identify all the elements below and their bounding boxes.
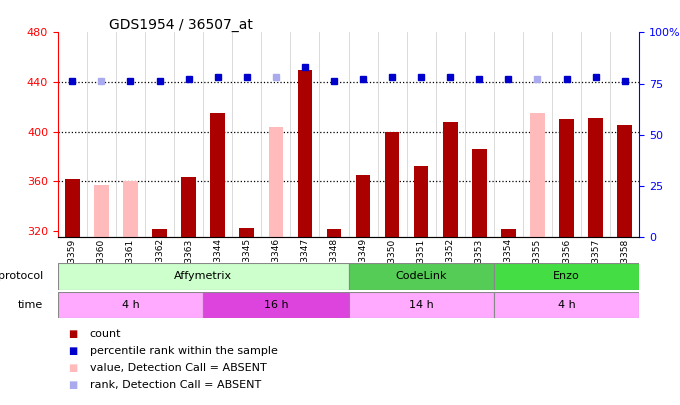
Text: time: time: [18, 300, 44, 310]
Bar: [494, 292, 639, 318]
Text: CodeLink: CodeLink: [396, 271, 447, 281]
Text: ■: ■: [68, 346, 78, 356]
Bar: [501, 230, 515, 237]
Bar: [65, 179, 80, 237]
Text: 4 h: 4 h: [122, 300, 139, 310]
Bar: [617, 126, 632, 237]
Bar: [94, 185, 109, 237]
Bar: [269, 127, 283, 237]
Bar: [472, 149, 487, 237]
Text: ■: ■: [68, 363, 78, 373]
Bar: [203, 292, 348, 318]
Bar: [298, 70, 312, 237]
Bar: [588, 118, 603, 237]
Text: count: count: [90, 329, 121, 339]
Bar: [443, 122, 458, 237]
Bar: [559, 119, 574, 237]
Bar: [326, 230, 341, 237]
Bar: [58, 263, 348, 290]
Bar: [58, 292, 203, 318]
Bar: [239, 228, 254, 237]
Text: 14 h: 14 h: [409, 300, 434, 310]
Text: protocol: protocol: [0, 271, 44, 281]
Text: 16 h: 16 h: [264, 300, 288, 310]
Text: percentile rank within the sample: percentile rank within the sample: [90, 346, 277, 356]
Bar: [210, 113, 225, 237]
Bar: [348, 263, 494, 290]
Text: GDS1954 / 36507_at: GDS1954 / 36507_at: [109, 18, 253, 32]
Text: ■: ■: [68, 380, 78, 390]
Text: ■: ■: [68, 329, 78, 339]
Bar: [414, 166, 428, 237]
Bar: [348, 292, 494, 318]
Bar: [356, 175, 371, 237]
Bar: [385, 132, 399, 237]
Text: rank, Detection Call = ABSENT: rank, Detection Call = ABSENT: [90, 380, 261, 390]
Bar: [152, 230, 167, 237]
Bar: [494, 263, 639, 290]
Bar: [530, 113, 545, 237]
Text: value, Detection Call = ABSENT: value, Detection Call = ABSENT: [90, 363, 267, 373]
Bar: [123, 181, 138, 237]
Bar: [182, 177, 196, 237]
Text: 4 h: 4 h: [558, 300, 575, 310]
Text: Affymetrix: Affymetrix: [174, 271, 232, 281]
Text: Enzo: Enzo: [553, 271, 580, 281]
